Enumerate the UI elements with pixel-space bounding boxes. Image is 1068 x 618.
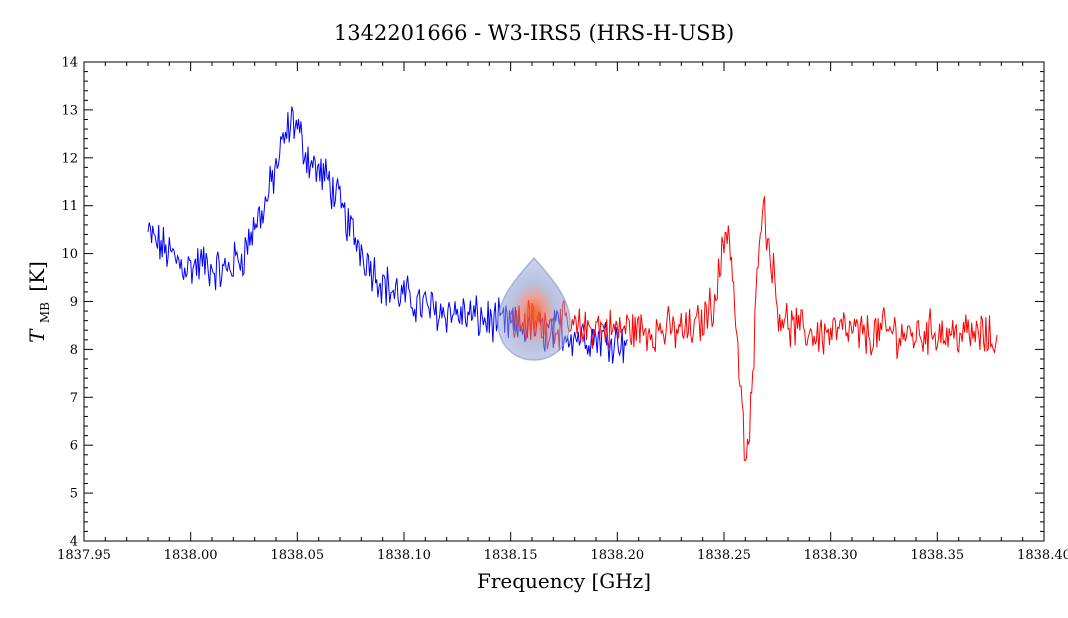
y-tick-label: 12: [61, 151, 78, 166]
drop-marker-icon: [497, 256, 571, 361]
x-tick-label: 1838.20: [590, 548, 644, 563]
x-tick-label: 1838.25: [697, 548, 751, 563]
x-tick-label: 1838.30: [804, 548, 858, 563]
y-tick-label: 6: [70, 439, 78, 454]
y-axis-subscript: MB: [38, 302, 52, 323]
y-axis-unit: [K]: [25, 261, 49, 292]
x-tick-label: 1838.00: [164, 548, 218, 563]
svg-text:T MB [K]: T MB [K]: [25, 261, 54, 343]
series-line-red: [510, 196, 998, 462]
y-tick-label: 10: [61, 247, 78, 262]
x-tick-label: 1838.15: [484, 548, 538, 563]
y-tick-label: 9: [70, 295, 78, 310]
y-tick-label: 5: [70, 487, 78, 502]
x-tick-label: 1837.95: [57, 548, 111, 563]
x-tick-label: 1838.40: [1017, 548, 1068, 563]
y-axis-symbol: T: [25, 328, 49, 343]
y-tick-label: 11: [61, 199, 78, 214]
x-axis-label: Frequency [GHz]: [477, 569, 651, 593]
y-axis-label: T MB [K]: [25, 261, 54, 343]
y-tick-label: 8: [70, 343, 78, 358]
chart-title: 1342201666 - W3-IRS5 (HRS-H-USB): [334, 21, 734, 45]
x-tick-label: 1838.35: [910, 548, 964, 563]
x-tick-label: 1838.05: [270, 548, 324, 563]
y-tick-label: 7: [70, 391, 78, 406]
y-tick-label: 4: [70, 535, 78, 550]
x-tick-label: 1838.10: [377, 548, 431, 563]
axes-group: 1837.95 1838.00 1838.05 1838.10 1838.15 1838.…: [57, 56, 1068, 564]
y-tick-label: 13: [61, 103, 78, 118]
y-tick-label: 14: [61, 56, 78, 71]
